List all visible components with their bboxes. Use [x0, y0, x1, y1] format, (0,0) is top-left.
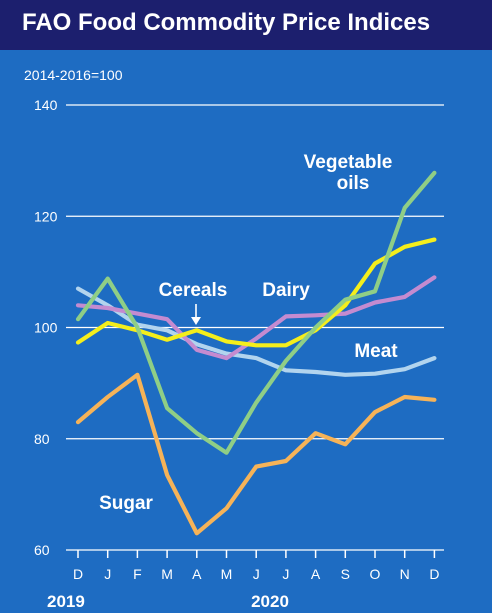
x-tick-label: D: [429, 566, 439, 582]
series-label-vegetable-oils: oils: [337, 173, 370, 194]
cereals-callout-arrowhead: [191, 317, 201, 325]
chart-title: FAO Food Commodity Price Indices: [22, 9, 431, 36]
x-tick-label: O: [370, 566, 381, 582]
x-tick-label: J: [253, 566, 260, 582]
x-tick-label: D: [73, 566, 83, 582]
x-tick-label: J: [104, 566, 111, 582]
x-tick-label: A: [311, 566, 321, 582]
x-tick-label: M: [221, 566, 233, 582]
series-label-cereals: Cereals: [159, 280, 228, 301]
x-tick-label: S: [341, 566, 350, 582]
unit-label: 2014-2016=100: [24, 67, 123, 83]
y-tick-label: 60: [34, 542, 50, 558]
x-tick-label: J: [282, 566, 289, 582]
series-label-vegetable-oils: Vegetable: [304, 152, 393, 173]
series-line-sugar: [75, 372, 437, 536]
year-label: 2019: [47, 592, 85, 611]
series-label-sugar: Sugar: [99, 493, 153, 514]
title-bar: FAO Food Commodity Price Indices: [0, 0, 492, 50]
x-tick-label: F: [133, 566, 142, 582]
y-tick-label: 100: [34, 320, 58, 336]
series-label-meat: Meat: [354, 341, 398, 362]
series-line-dairy: [75, 275, 437, 361]
y-tick-label: 140: [34, 97, 58, 113]
x-tick-label: A: [192, 566, 202, 582]
x-tick-label: N: [400, 566, 410, 582]
year-label: 2020: [251, 592, 289, 611]
series-line-vegetable-oils: [75, 170, 437, 455]
y-tick-label: 80: [34, 431, 50, 447]
series-line-cereals: [75, 237, 437, 348]
series-label-dairy: Dairy: [262, 280, 310, 301]
x-tick-label: M: [161, 566, 173, 582]
y-tick-label: 120: [34, 208, 58, 224]
